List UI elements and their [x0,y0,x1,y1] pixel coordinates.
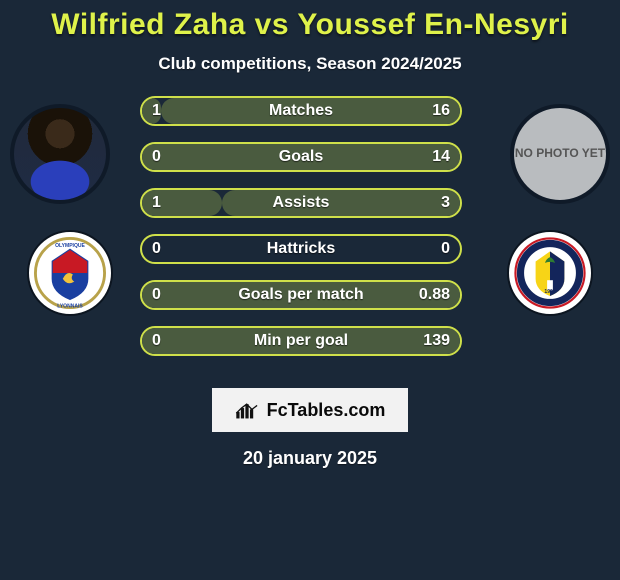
stat-bar: 0Hattricks0 [140,234,462,264]
page-title: Wilfried Zaha vs Youssef En-Nesyri [0,0,620,42]
stat-bars: 1Matches160Goals141Assists30Hattricks00G… [140,96,462,372]
stat-right-value: 3 [441,194,450,212]
stat-bar: 1Matches16 [140,96,462,126]
date-footer: 20 january 2025 [0,448,620,469]
stat-label: Goals per match [142,286,460,304]
player-right-avatar-placeholder: NO PHOTO YET [510,104,610,204]
club-right-badge: 1907 [507,230,593,316]
fctables-label: FcTables.com [267,400,386,421]
stat-bar: 0Goals per match0.88 [140,280,462,310]
svg-text:LYONNAIS: LYONNAIS [57,304,83,309]
stat-right-value: 14 [432,148,450,166]
lyon-crest-icon: OLYMPIQUE LYONNAIS [34,237,106,309]
stat-bar: 0Min per goal139 [140,326,462,356]
stat-label: Assists [142,194,460,212]
svg-text:OLYMPIQUE: OLYMPIQUE [55,243,85,249]
stat-right-value: 16 [432,102,450,120]
svg-text:1907: 1907 [544,289,555,295]
player-left-avatar [10,104,110,204]
stat-label: Min per goal [142,332,460,350]
no-photo-label: NO PHOTO YET [515,147,605,160]
stat-label: Goals [142,148,460,166]
fctables-logo-icon [235,400,261,420]
stat-label: Matches [142,102,460,120]
stat-bar: 0Goals14 [140,142,462,172]
fctables-watermark: FcTables.com [212,388,408,432]
stat-right-value: 139 [423,332,450,350]
stat-right-value: 0 [441,240,450,258]
stat-label: Hattricks [142,240,460,258]
fenerbahce-crest-icon: 1907 [514,237,586,309]
stat-right-value: 0.88 [419,286,450,304]
club-left-badge: OLYMPIQUE LYONNAIS [27,230,113,316]
subtitle: Club competitions, Season 2024/2025 [0,54,620,74]
comparison-area: NO PHOTO YET OLYMPIQUE LYONNAIS 1907 1Ma… [0,96,620,376]
stat-bar: 1Assists3 [140,188,462,218]
